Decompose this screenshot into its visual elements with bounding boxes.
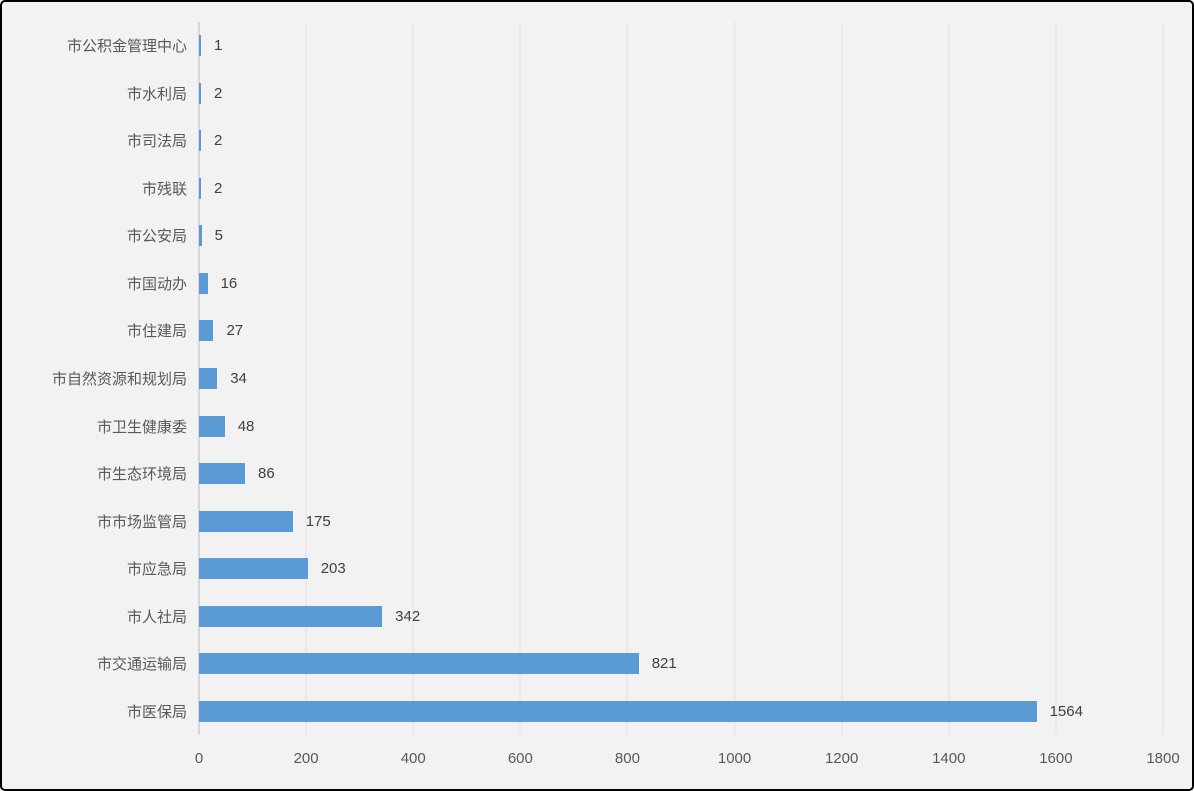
bar-row: 市自然资源和规划局 34 — [2, 355, 1192, 403]
x-axis-tick-label: 1800 — [1146, 750, 1180, 767]
category-label: 市住建局 — [126, 323, 187, 341]
category-label: 市水利局 — [126, 85, 187, 103]
bar-rows: 市公积金管理中心 1 市水利局 2 市司法局 2 市残联 2 市公安局 5 市国动办 16 市住建局 27… — [2, 22, 1192, 735]
bar-track: 1564 — [199, 687, 1163, 735]
bar-value-label: 16 — [220, 274, 238, 292]
category-label: 市医保局 — [126, 703, 187, 721]
bar-track: 16 — [199, 260, 1163, 308]
category-label: 市国动办 — [126, 275, 187, 293]
category-label: 市卫生健康委 — [96, 418, 187, 436]
bar-value-label: 86 — [258, 465, 275, 483]
bar-row: 市残联 2 — [2, 165, 1192, 213]
bar-track: 48 — [199, 402, 1163, 450]
bar-value-label: 2 — [214, 179, 223, 197]
bar-track: 2 — [199, 117, 1163, 165]
bar-track: 27 — [199, 307, 1163, 355]
bar — [199, 35, 201, 57]
bar-track: 342 — [199, 592, 1163, 640]
category-label: 市公安局 — [126, 228, 187, 246]
bar-track: 821 — [199, 640, 1163, 688]
bar-value-label: 5 — [214, 227, 224, 245]
x-axis-tick-label: 1400 — [932, 750, 966, 767]
bar — [199, 463, 246, 485]
x-axis: 0 200 400 600 800 1000 1200 1400 1600 1800 — [195, 750, 1180, 774]
bar — [199, 415, 225, 437]
bar-row: 市医保局 1564 — [2, 687, 1192, 735]
bar — [199, 367, 218, 389]
category-label: 市应急局 — [126, 561, 187, 579]
bar-track: 1 — [199, 22, 1163, 70]
category-label: 市交通运输局 — [96, 656, 187, 674]
bar-row: 市卫生健康委 48 — [2, 402, 1192, 450]
bar-row: 市人社局 342 — [2, 592, 1192, 640]
bar-track: 34 — [199, 355, 1163, 403]
bar-value-label: 2 — [214, 132, 223, 150]
bar-value-label: 34 — [230, 369, 247, 387]
bar-track: 175 — [199, 497, 1163, 545]
bar — [199, 272, 208, 294]
bar-track: 203 — [199, 545, 1163, 593]
bar — [199, 130, 201, 152]
bar-value-label: 2 — [214, 84, 223, 102]
bar-row: 市水利局 2 — [2, 70, 1192, 118]
bar — [199, 558, 308, 580]
bar — [199, 177, 201, 199]
category-label: 市司法局 — [126, 133, 187, 151]
category-label: 市残联 — [141, 180, 187, 198]
bar — [199, 700, 1037, 722]
bar-value-label: 27 — [226, 322, 244, 340]
bar-row: 市住建局 27 — [2, 307, 1192, 355]
bar — [199, 82, 201, 104]
bar-value-label: 203 — [320, 560, 346, 578]
x-axis-tick-label: 400 — [400, 750, 426, 767]
bar-value-label: 342 — [395, 607, 421, 625]
bar-row: 市司法局 2 — [2, 117, 1192, 165]
x-axis-tick-label: 200 — [293, 750, 319, 767]
x-axis-tick-label: 1000 — [717, 750, 752, 767]
bar-value-label: 175 — [305, 512, 331, 530]
x-axis-tick-label: 1600 — [1039, 750, 1073, 767]
bar-value-label: 1 — [214, 37, 223, 55]
bar-row: 市市场监管局 175 — [2, 497, 1192, 545]
bar-row: 市应急局 203 — [2, 545, 1192, 593]
bar-row: 市生态环境局 86 — [2, 450, 1192, 498]
bar-track: 2 — [199, 165, 1163, 213]
bar — [199, 605, 383, 627]
bar — [199, 225, 202, 247]
category-label: 市生态环境局 — [96, 466, 187, 484]
category-label: 市市场监管局 — [96, 513, 187, 531]
x-axis-tick-label: 600 — [507, 750, 533, 767]
bar-track: 86 — [199, 450, 1163, 498]
bar-track: 2 — [199, 70, 1163, 118]
bar-row: 市公安局 5 — [2, 212, 1192, 260]
x-axis-tick-label: 1200 — [824, 750, 859, 767]
x-axis-tick-label: 0 — [194, 750, 204, 767]
bar-value-label: 821 — [651, 655, 677, 673]
bar — [199, 510, 293, 532]
category-label: 市自然资源和规划局 — [51, 370, 187, 388]
x-axis-tick-label: 800 — [614, 750, 640, 767]
bar-row: 市国动办 16 — [2, 260, 1192, 308]
bar-track: 5 — [199, 212, 1163, 260]
bar — [199, 320, 214, 342]
category-label: 市公积金管理中心 — [66, 38, 187, 56]
bar-value-label: 1564 — [1049, 702, 1083, 720]
bar-row: 市公积金管理中心 1 — [2, 22, 1192, 70]
bar-row: 市交通运输局 821 — [2, 640, 1192, 688]
bar — [199, 653, 639, 675]
bar-value-label: 48 — [237, 417, 255, 435]
category-label: 市人社局 — [126, 608, 187, 626]
